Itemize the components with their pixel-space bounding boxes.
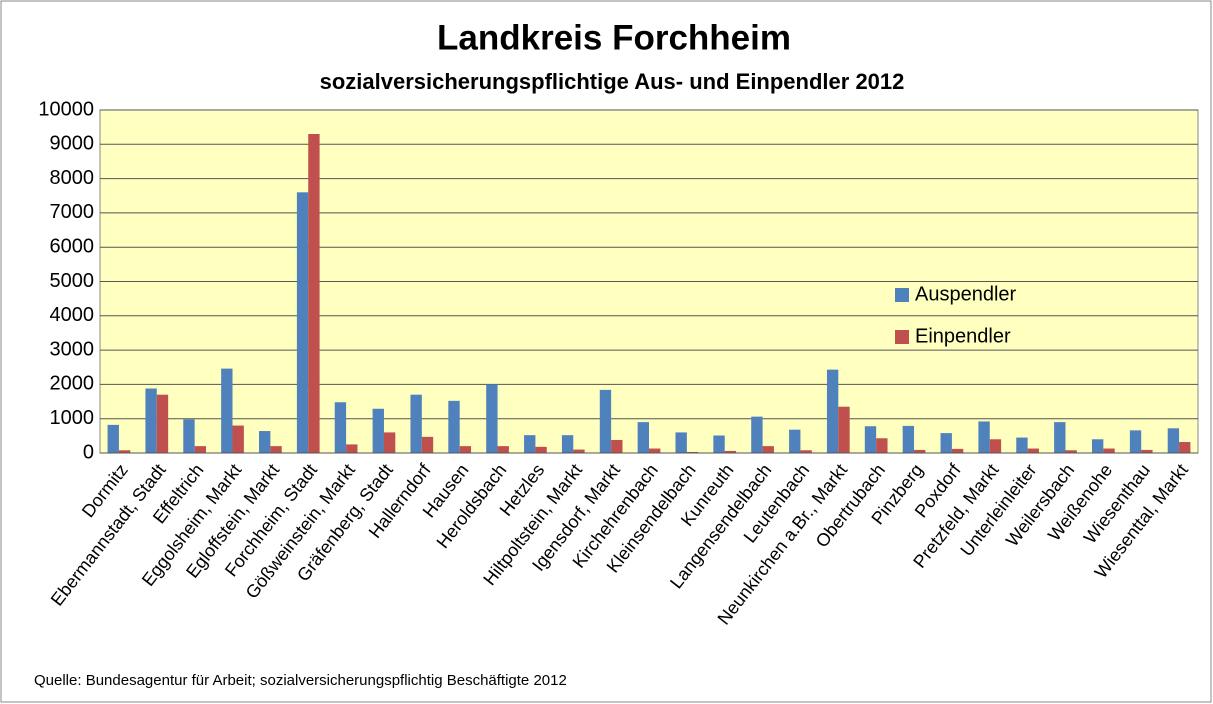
y-tick-label: 10000 — [38, 98, 94, 120]
bar — [649, 448, 661, 453]
bar — [383, 432, 396, 453]
bar — [259, 431, 271, 453]
bar — [789, 429, 801, 453]
bar — [118, 450, 131, 453]
y-tick-label: 2000 — [50, 373, 95, 395]
y-tick-label: 4000 — [50, 304, 95, 326]
bar — [637, 422, 649, 453]
bar — [800, 450, 812, 453]
bar — [724, 450, 737, 453]
bar — [686, 451, 699, 453]
bar — [145, 388, 157, 453]
bar — [221, 368, 233, 453]
bar — [459, 446, 472, 453]
bar — [194, 446, 207, 453]
bar — [599, 389, 612, 453]
y-tick-label: 9000 — [50, 133, 95, 155]
bar — [1054, 422, 1066, 453]
bar — [334, 402, 347, 453]
bar — [978, 421, 990, 453]
legend-swatch — [895, 288, 909, 302]
bar — [107, 424, 119, 453]
bar — [611, 439, 623, 453]
y-tick-label: 7000 — [50, 201, 95, 223]
bar — [561, 435, 574, 453]
bar — [232, 425, 244, 453]
y-tick-label: 0 — [83, 441, 94, 463]
bar — [296, 192, 309, 453]
bar — [421, 436, 434, 453]
legend-swatch — [895, 330, 909, 344]
legend-label: Einpendler — [915, 325, 1011, 347]
bar — [762, 446, 774, 453]
y-tick-label: 6000 — [50, 235, 95, 257]
bar — [183, 419, 195, 453]
bar — [826, 369, 839, 453]
bar — [448, 400, 460, 453]
bar — [1027, 448, 1039, 453]
bar — [270, 446, 282, 453]
bar — [524, 435, 536, 453]
legend-label: Auspendler — [915, 283, 1017, 305]
bar — [346, 444, 358, 453]
bar — [410, 394, 422, 453]
chart-subtitle: sozialversicherungspflichtige Aus- und E… — [320, 69, 905, 94]
bar — [902, 425, 915, 453]
y-tick-label: 3000 — [50, 338, 95, 360]
bar — [1141, 449, 1153, 453]
bar — [914, 449, 926, 453]
bar — [308, 134, 320, 453]
y-tick-label: 8000 — [50, 167, 95, 189]
bar — [751, 416, 763, 453]
bar — [1129, 430, 1142, 453]
bar — [486, 384, 498, 453]
bar — [535, 446, 547, 453]
source-note: Quelle: Bundesagentur für Arbeit; sozial… — [34, 672, 567, 689]
bar — [951, 448, 964, 453]
bar — [1091, 439, 1104, 453]
bar — [838, 406, 850, 453]
chart-title: Landkreis Forchheim — [437, 18, 791, 57]
y-tick-label: 5000 — [50, 270, 95, 292]
bar — [1167, 428, 1180, 453]
bar — [497, 446, 509, 453]
bar — [876, 438, 888, 453]
bar — [1179, 442, 1191, 453]
bar — [1065, 450, 1077, 453]
bar — [156, 394, 169, 453]
bar — [1016, 437, 1028, 453]
bar — [1103, 448, 1115, 453]
bar — [573, 449, 585, 453]
bar — [940, 433, 952, 453]
y-tick-label: 1000 — [50, 407, 95, 429]
bar — [864, 426, 877, 453]
bar — [989, 439, 1002, 453]
bar — [675, 432, 687, 453]
bar — [372, 408, 384, 453]
bar — [713, 435, 725, 453]
